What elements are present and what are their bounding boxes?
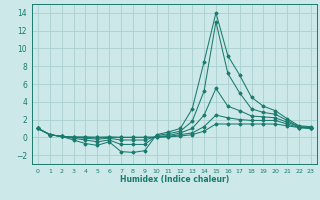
X-axis label: Humidex (Indice chaleur): Humidex (Indice chaleur): [120, 175, 229, 184]
